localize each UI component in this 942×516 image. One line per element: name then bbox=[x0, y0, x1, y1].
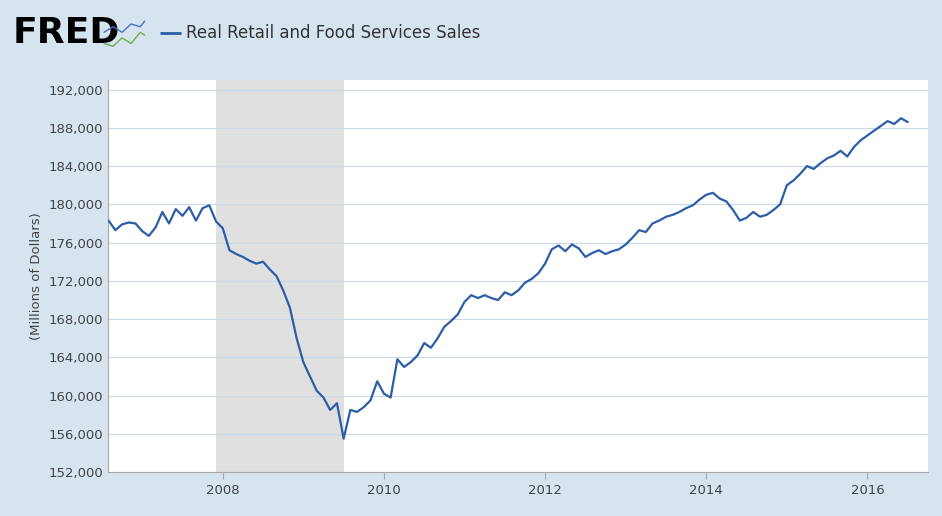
Y-axis label: (Millions of Dollars): (Millions of Dollars) bbox=[30, 212, 43, 340]
Text: Real Retail and Food Services Sales: Real Retail and Food Services Sales bbox=[186, 24, 479, 42]
Text: FRED: FRED bbox=[12, 17, 120, 51]
Bar bbox=[216, 80, 344, 472]
